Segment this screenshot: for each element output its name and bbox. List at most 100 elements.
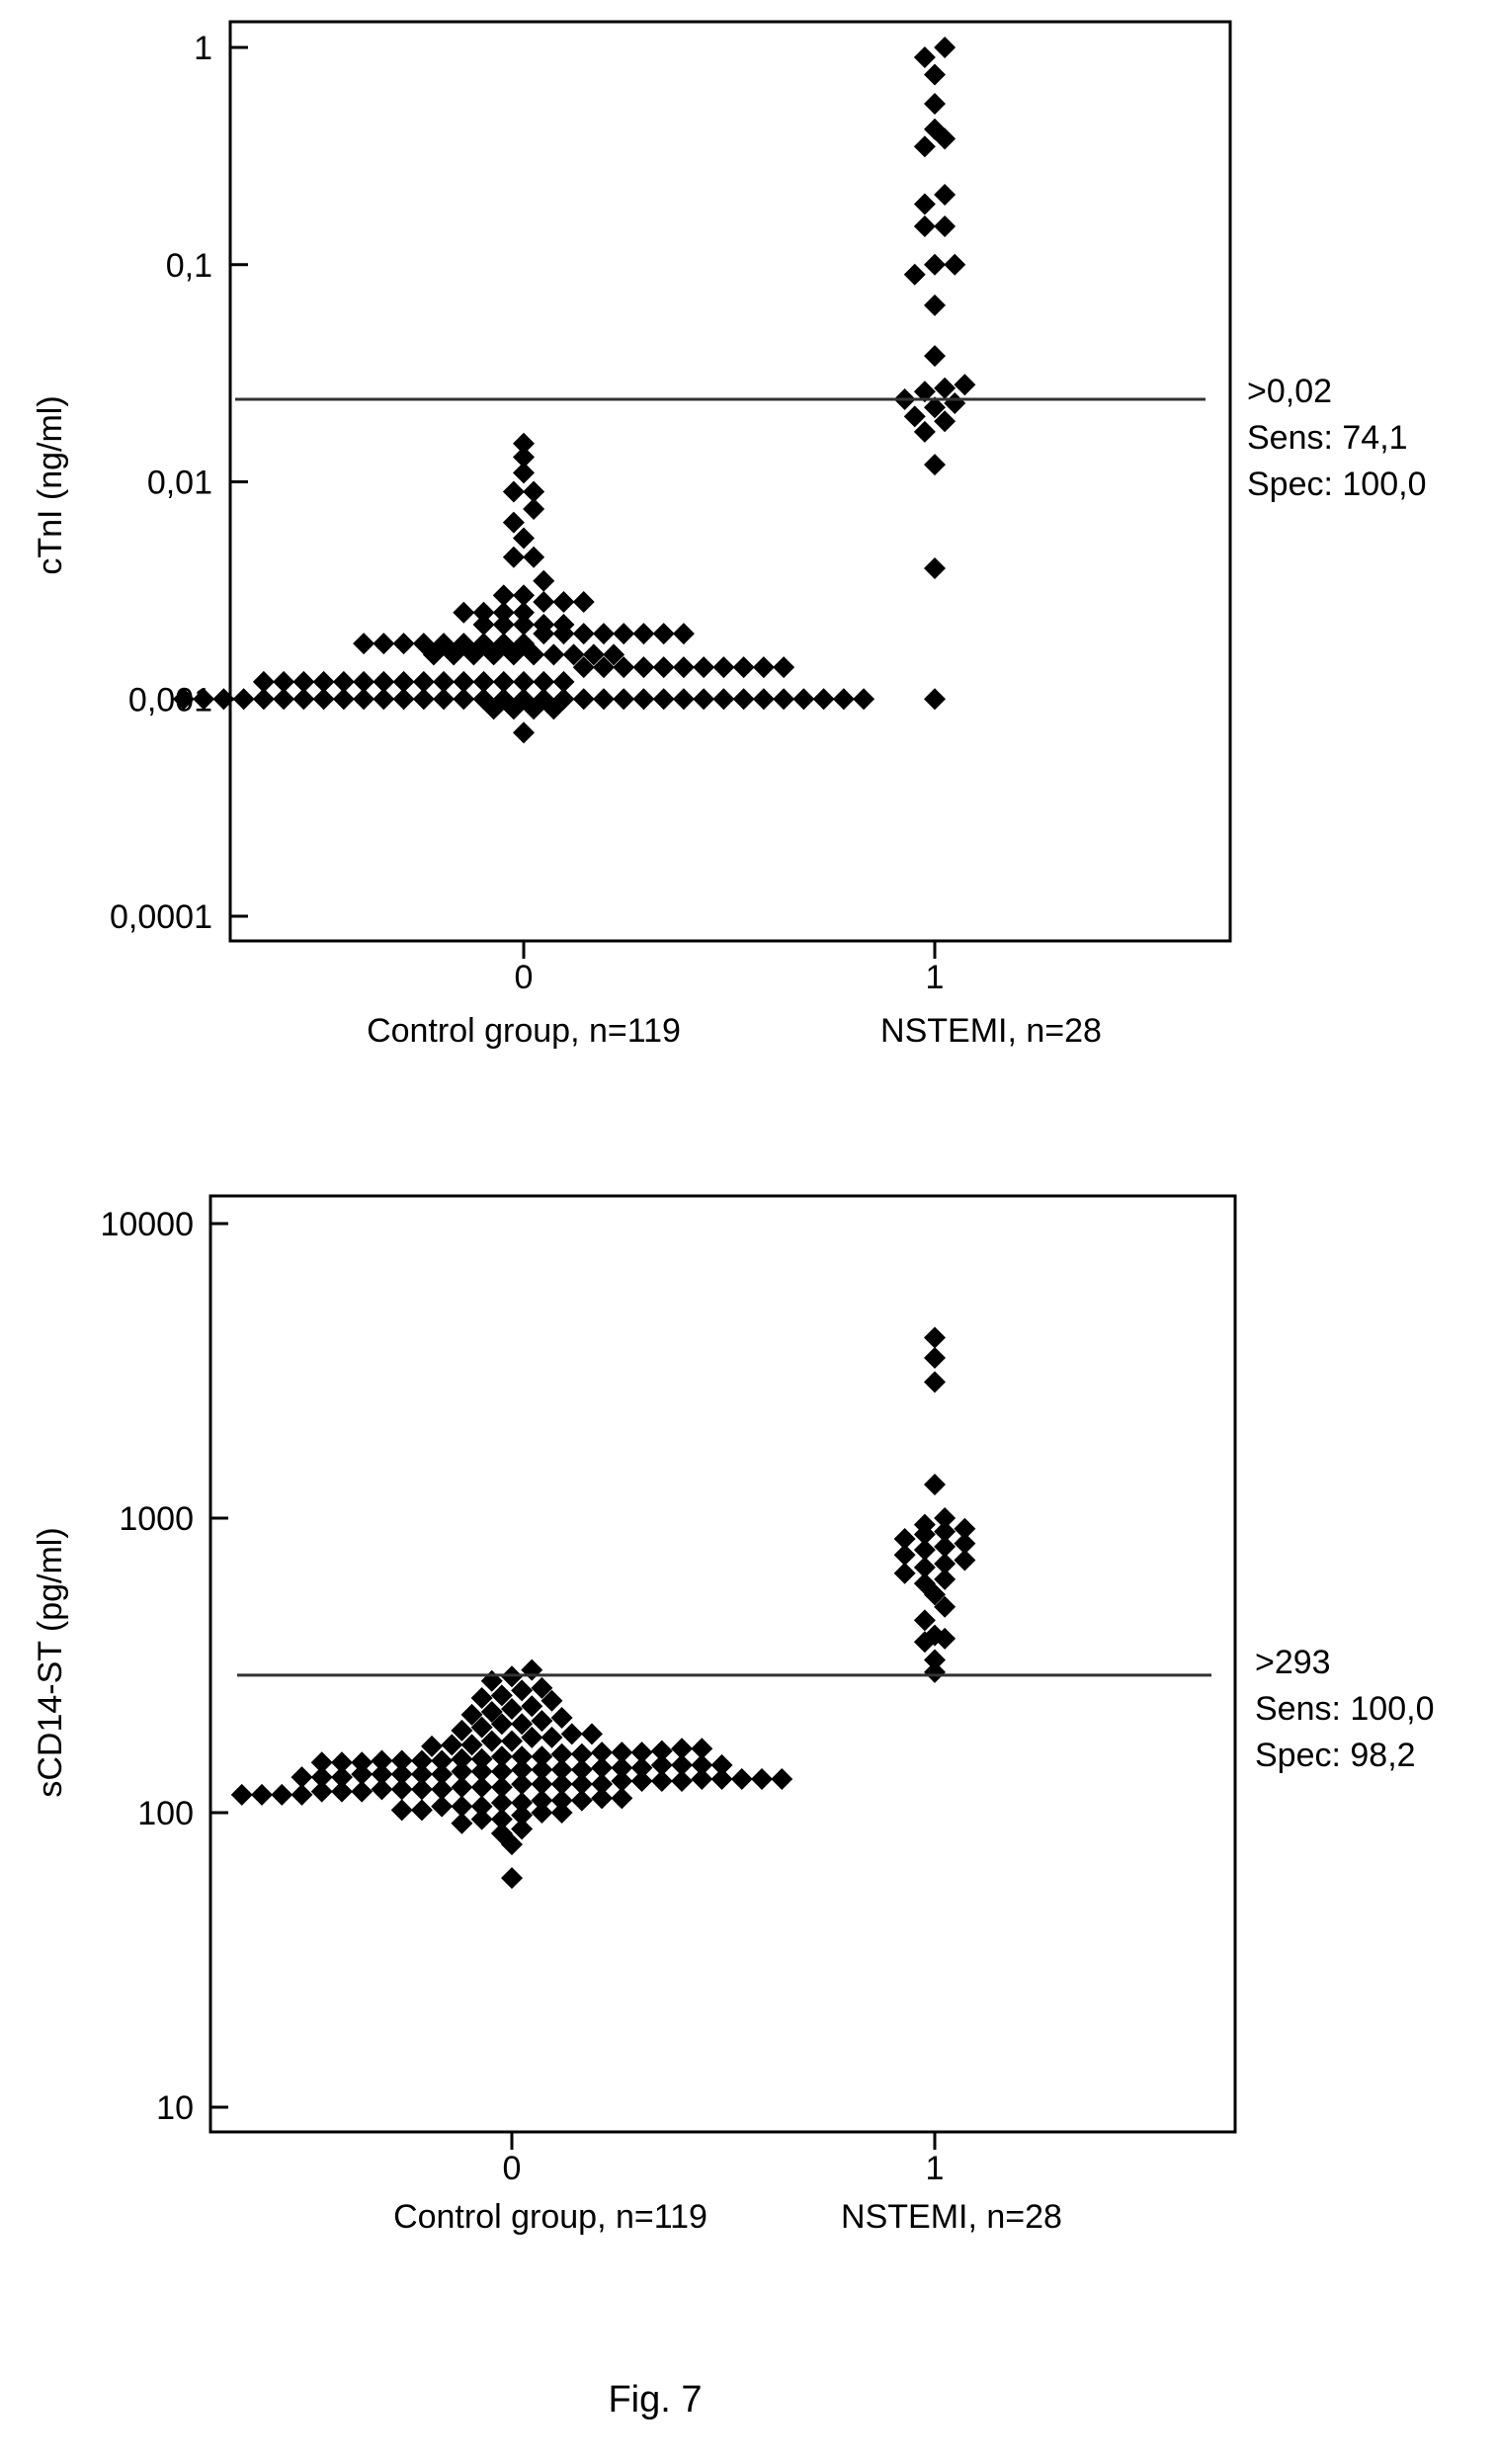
data-point: [351, 1763, 374, 1786]
data-point: [924, 1660, 946, 1683]
data-point: [672, 623, 695, 645]
data-point: [650, 1740, 673, 1762]
x-tick-label: 0: [503, 2150, 522, 2187]
data-point: [752, 656, 775, 679]
data-point: [330, 1751, 353, 1774]
data-point: [453, 670, 475, 693]
data-point: [531, 1758, 553, 1781]
data-point: [501, 1867, 523, 1890]
data-point: [771, 1768, 793, 1791]
data-point: [570, 1773, 593, 1796]
data-point: [710, 1753, 733, 1776]
data-point: [392, 633, 415, 655]
data-point: [603, 643, 625, 666]
data-point: [271, 1783, 293, 1806]
specificity-label: Spec: 100,0: [1247, 466, 1426, 503]
data-point: [353, 670, 375, 693]
y-tick-label: 0,1: [166, 247, 212, 285]
data-point: [934, 215, 956, 238]
data-point: [913, 193, 936, 215]
data-point: [671, 1738, 694, 1760]
data-point: [470, 1760, 493, 1783]
data-point: [511, 1758, 534, 1781]
data-point: [672, 688, 695, 711]
data-point: [412, 688, 435, 711]
plot-frame: [208, 1194, 1237, 2134]
x-category-label-control: Control group, n=119: [367, 1012, 681, 1050]
data-point: [924, 1326, 946, 1349]
data-point: [550, 1789, 573, 1812]
data-point: [613, 688, 635, 711]
sensitivity-label: Sens: 100,0: [1255, 1690, 1434, 1728]
data-point: [691, 1738, 713, 1760]
y-tick-label: 0,0001: [110, 898, 212, 936]
data-point: [934, 1568, 956, 1590]
data-point: [924, 93, 946, 116]
data-point: [533, 569, 555, 592]
data-point: [492, 614, 515, 637]
data-point: [232, 688, 255, 711]
data-point: [691, 1768, 713, 1791]
data-point: [511, 1713, 534, 1736]
data-point: [523, 643, 545, 666]
data-point: [291, 1783, 313, 1806]
data-point: [591, 1742, 614, 1764]
data-point: [480, 1730, 503, 1752]
data-point: [431, 1795, 454, 1818]
data-point: [954, 374, 976, 396]
data-point: [570, 1758, 593, 1781]
data-point: [251, 1783, 273, 1806]
data-point: [550, 1773, 573, 1796]
data-point: [373, 633, 395, 655]
data-point: [511, 1745, 534, 1768]
data-point: [924, 345, 946, 368]
data-point: [550, 1706, 573, 1729]
data-point: [954, 1549, 976, 1572]
data-point: [523, 698, 545, 721]
data-point: [513, 584, 535, 607]
data-point: [934, 1520, 956, 1543]
data-point: [550, 1758, 573, 1781]
data-point: [470, 1747, 493, 1770]
data-point: [552, 670, 575, 693]
data-point: [650, 1770, 673, 1793]
y-tick-label: 1000: [119, 1500, 194, 1538]
data-point: [552, 623, 575, 645]
data-point: [752, 688, 775, 711]
data-point: [913, 1539, 936, 1562]
data-point: [913, 46, 936, 69]
data-point: [550, 1802, 573, 1824]
data-point: [652, 688, 675, 711]
data-point: [954, 1532, 976, 1555]
data-point: [613, 623, 635, 645]
data-point: [501, 1698, 523, 1721]
data-point: [913, 215, 936, 238]
data-point: [523, 546, 545, 568]
data-point: [541, 1689, 563, 1712]
data-point: [330, 1766, 353, 1789]
data-point: [924, 63, 946, 86]
cutoff-label: >0,02: [1247, 373, 1332, 410]
data-point: [542, 643, 565, 666]
data-point: [511, 1804, 534, 1827]
data-point: [441, 1734, 463, 1756]
data-point: [252, 688, 275, 711]
data-point: [513, 527, 535, 550]
data-point: [521, 1695, 543, 1718]
data-point: [632, 623, 655, 645]
y-axis-title: cTnI (ng/ml): [32, 395, 69, 574]
data-point: [712, 656, 735, 679]
data-point: [310, 1751, 333, 1774]
data-point: [353, 688, 375, 711]
y-axis: 10000 1000 100 10: [100, 1206, 228, 2127]
data-point: [212, 688, 235, 711]
data-point: [611, 1742, 633, 1764]
data-point: [513, 670, 535, 693]
data-point: [462, 643, 485, 666]
data-point: [903, 263, 926, 286]
data-point: [460, 1734, 483, 1756]
data-point: [732, 688, 755, 711]
